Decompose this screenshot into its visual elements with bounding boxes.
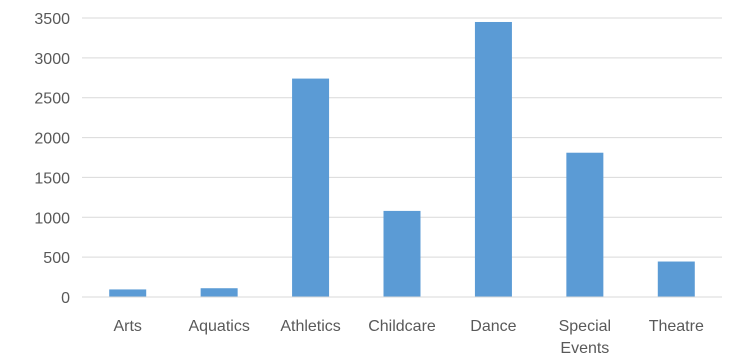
bars: [109, 21, 695, 297]
y-tick-label-3000: 3000: [34, 51, 70, 68]
y-tick-label-3500: 3500: [34, 11, 70, 28]
y-tick-label-1000: 1000: [34, 210, 70, 227]
bar-aquatics: [200, 288, 238, 297]
bar-special-events: [566, 152, 604, 297]
gridlines: [82, 17, 722, 258]
x-tick-label-line: Aquatics: [188, 318, 249, 335]
x-tick-label-line: Athletics: [280, 318, 340, 335]
x-tick-label-line: Dance: [470, 318, 516, 335]
y-tick-label-0: 0: [61, 290, 70, 307]
x-axis-tick-labels: Arts Aquatics Athletics Childcare Dance Speci…: [113, 318, 703, 357]
x-tick-label-theatre: Theatre: [649, 318, 704, 335]
x-tick-label-childcare: Childcare: [368, 318, 436, 335]
bar-arts: [109, 289, 147, 297]
x-tick-label-aquatics: Aquatics: [188, 318, 249, 335]
x-tick-label-line: Special: [559, 318, 611, 335]
x-tick-label-line: Theatre: [649, 318, 704, 335]
y-tick-label-500: 500: [43, 250, 70, 267]
x-tick-label-dance: Dance: [470, 318, 516, 335]
y-axis-tick-labels: 0 500 1000 1500 2000 2500 3000 3500: [34, 11, 70, 307]
y-tick-label-2500: 2500: [34, 91, 70, 108]
x-tick-label-line: Arts: [113, 318, 141, 335]
y-tick-label-2000: 2000: [34, 131, 70, 148]
y-tick-label-1500: 1500: [34, 170, 70, 187]
x-tick-label-athletics: Athletics: [280, 318, 340, 335]
x-tick-label-line: Childcare: [368, 318, 436, 335]
bar-athletics: [292, 78, 330, 297]
x-tick-label-line: Events: [560, 340, 609, 357]
x-tick-label-arts: Arts: [113, 318, 141, 335]
bar-dance: [474, 21, 512, 297]
bar-childcare: [383, 210, 421, 297]
x-tick-label-special-events: Special Events: [559, 318, 611, 357]
bar-theatre: [657, 261, 695, 297]
